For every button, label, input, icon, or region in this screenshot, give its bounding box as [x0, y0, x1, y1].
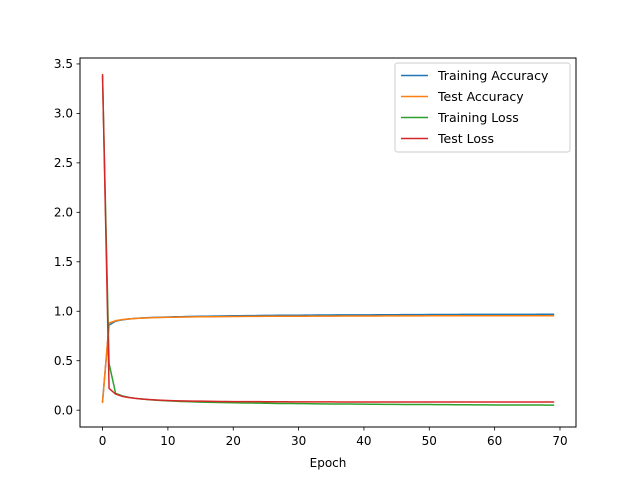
y-tick-label: 0.0: [54, 403, 73, 417]
x-axis-label: Epoch: [310, 456, 347, 470]
legend-entry: Training Accuracy: [437, 68, 549, 83]
legend-entry: Test Accuracy: [437, 89, 524, 104]
series-line-test-accuracy: [101, 314, 555, 404]
x-tick-label: 10: [160, 434, 175, 448]
y-tick-label: 0.5: [54, 354, 73, 368]
y-tick-label: 1.5: [54, 255, 73, 269]
y-tick-label: 3.5: [54, 57, 73, 71]
x-tick-label: 60: [487, 434, 502, 448]
legend: Training Accuracy Test Accuracy Training L…: [394, 62, 571, 153]
x-tick-label: 0: [99, 434, 107, 448]
y-tick-label: 3.0: [54, 107, 73, 121]
y-tick-label: 1.0: [54, 305, 73, 319]
series-line-test-loss: [101, 74, 555, 403]
y-axis-ticks: 0.0 0.5 1.0 1.5 2.0 2.5 3.0 3.5: [54, 57, 80, 417]
x-tick-label: 40: [356, 434, 371, 448]
x-tick-label: 70: [552, 434, 567, 448]
x-axis-ticks: 0 10 20 30 40 50 60 70: [99, 427, 568, 448]
series-layer: [101, 74, 555, 406]
y-tick-label: 2.0: [54, 206, 73, 220]
y-tick-label: 2.5: [54, 156, 73, 170]
x-tick-label: 50: [422, 434, 437, 448]
x-tick-label: 30: [291, 434, 306, 448]
legend-entry: Test Loss: [437, 131, 494, 146]
x-tick-label: 20: [226, 434, 241, 448]
legend-entry: Training Loss: [437, 110, 519, 125]
series-line-training-accuracy: [101, 313, 555, 403]
plot-frame: [79, 57, 577, 428]
legend-box: [394, 62, 571, 153]
